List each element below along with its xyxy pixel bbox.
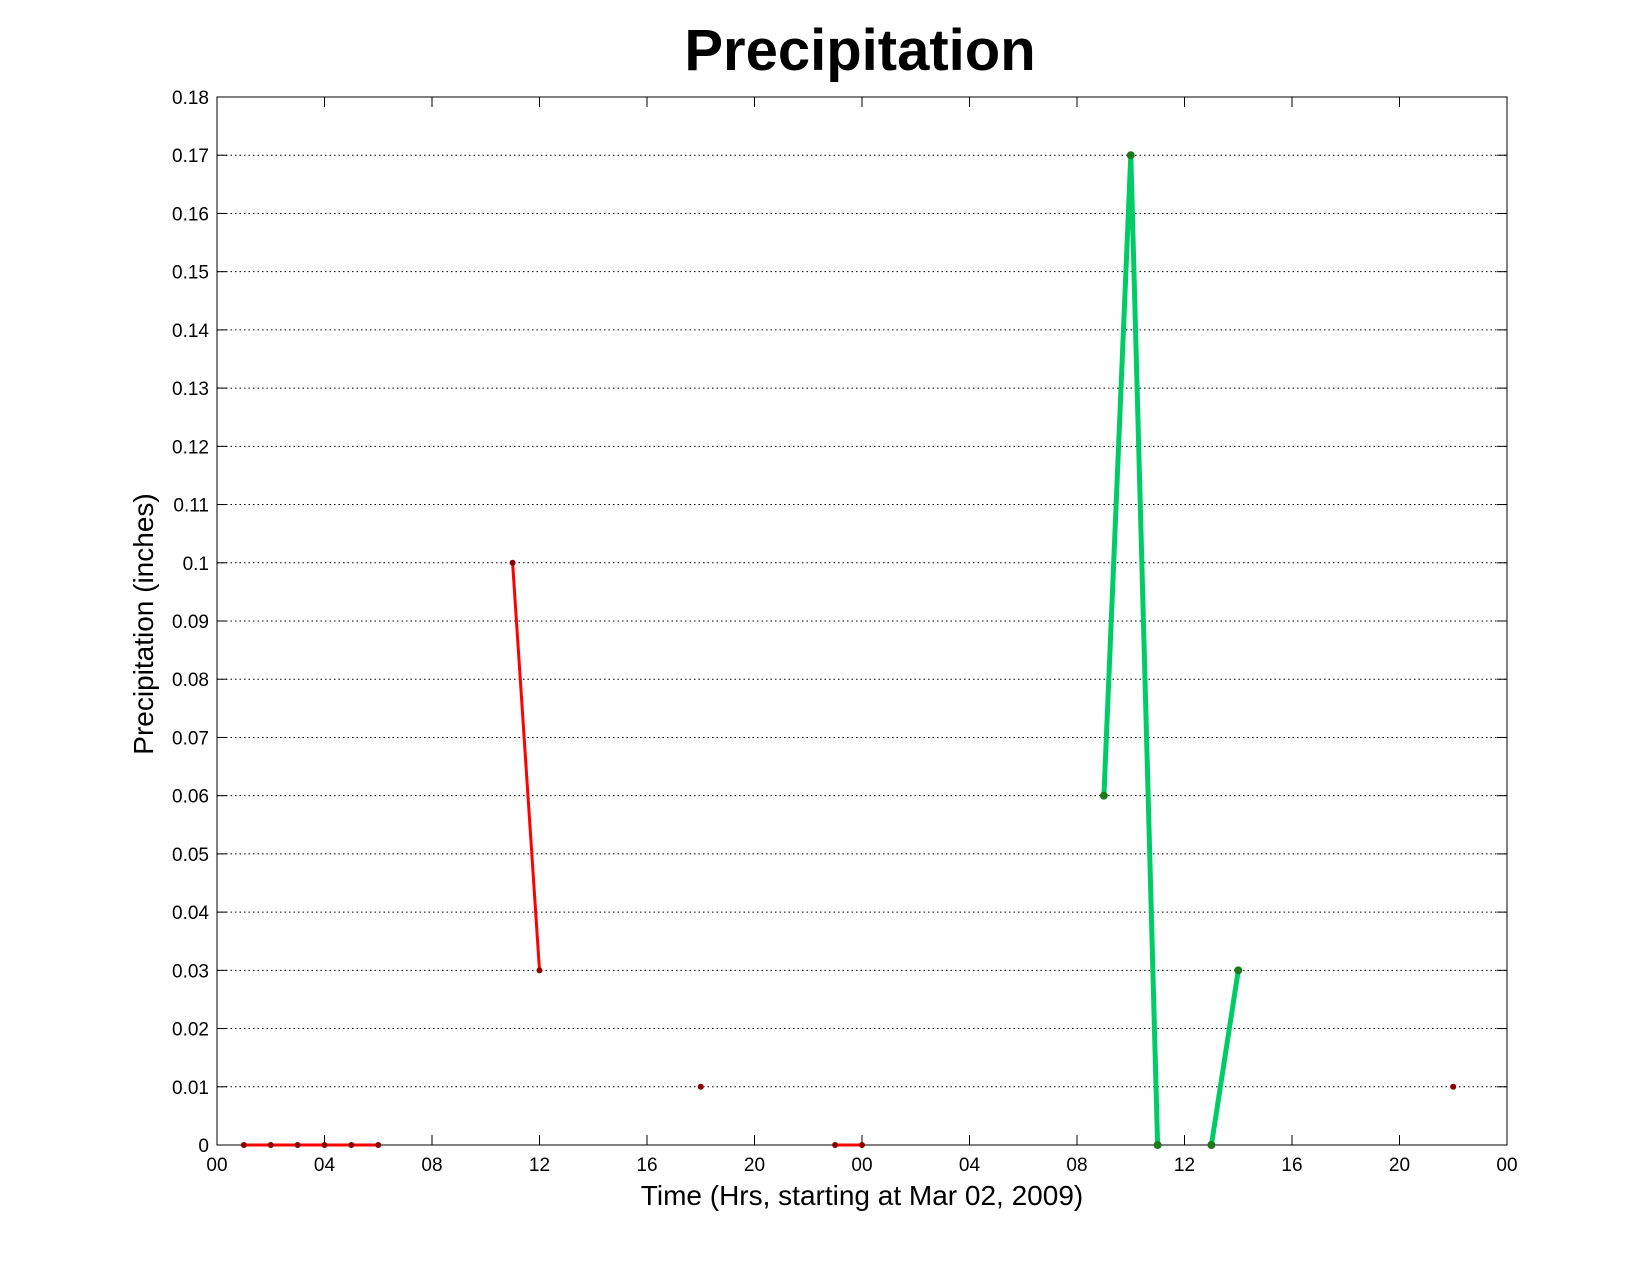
y-tick-label: 0.12 <box>172 437 209 458</box>
data-point <box>321 1142 328 1148</box>
data-point <box>1450 1083 1457 1090</box>
series-line <box>1101 152 1161 1146</box>
y-tick-label: 0.09 <box>172 612 209 633</box>
series-line <box>511 562 541 971</box>
y-tick-label: 0.16 <box>172 204 209 225</box>
x-tick-label: 12 <box>529 1155 550 1176</box>
y-tick-label: 0.15 <box>172 263 209 284</box>
data-point <box>267 1142 274 1148</box>
x-axis-label: Time (Hrs, starting at Mar 02, 2009) <box>641 1180 1083 1211</box>
data-point <box>1099 791 1108 800</box>
y-tick-label: 0.03 <box>172 961 209 982</box>
x-tick-label: 00 <box>851 1155 872 1176</box>
x-tick-label: 08 <box>1066 1155 1087 1176</box>
y-tick-label: 0 <box>198 1136 209 1157</box>
x-tick-label: 12 <box>1174 1155 1195 1176</box>
data-point <box>536 967 543 974</box>
x-tick-label: 00 <box>206 1155 227 1176</box>
y-tick-label: 0.13 <box>172 379 209 400</box>
series-line <box>1208 969 1241 1146</box>
y-tick-label: 0.02 <box>172 1020 209 1041</box>
y-tick-label: 0.07 <box>172 728 209 749</box>
x-tick-label: 04 <box>314 1155 336 1176</box>
chart-title: Precipitation <box>684 18 1035 83</box>
y-tick-label: 0.06 <box>172 787 209 808</box>
series-1 <box>1099 151 1243 1149</box>
y-tick-label: 0.08 <box>172 670 209 691</box>
data-point <box>375 1142 382 1148</box>
y-tick-label: 0.14 <box>172 321 209 342</box>
y-tick-label: 0.04 <box>172 903 209 924</box>
data-point <box>697 1083 704 1090</box>
x-tick-label: 16 <box>1281 1155 1302 1176</box>
y-tick-label: 0.05 <box>172 845 209 866</box>
data-point <box>1126 151 1135 160</box>
x-tick-label: 20 <box>744 1155 765 1176</box>
y-tick-label: 0.11 <box>173 496 209 517</box>
series-0 <box>240 559 865 1148</box>
y-tick-label: 0.01 <box>172 1078 209 1099</box>
data-point <box>509 559 516 566</box>
y-tick-label: 0.1 <box>183 554 209 575</box>
x-tick-label: 08 <box>421 1155 442 1176</box>
x-tick-label: 20 <box>1389 1155 1410 1176</box>
data-point <box>859 1142 865 1148</box>
y-axis-label: Precipitation (inches) <box>128 493 159 754</box>
data-point <box>1234 966 1243 975</box>
y-tick-label: 0.17 <box>172 146 209 167</box>
data-point <box>348 1142 355 1148</box>
grid-lines <box>217 154 1507 1088</box>
series-2 <box>1450 1083 1457 1090</box>
x-tick-label: 00 <box>1496 1155 1517 1176</box>
x-tick-label: 16 <box>636 1155 657 1176</box>
data-point <box>832 1142 839 1148</box>
data-point <box>1207 1141 1216 1149</box>
x-tick-label: 04 <box>959 1155 981 1176</box>
data-point <box>240 1142 247 1148</box>
data-series <box>240 151 1457 1149</box>
data-point <box>1153 1141 1162 1149</box>
y-tick-label: 0.18 <box>172 88 209 109</box>
axis-ticks: 0 0.01 0.02 0.03 0.04 0.05 0.06 0.07 0.08 0.09 0.1… <box>172 88 1518 1176</box>
data-point <box>294 1142 301 1148</box>
